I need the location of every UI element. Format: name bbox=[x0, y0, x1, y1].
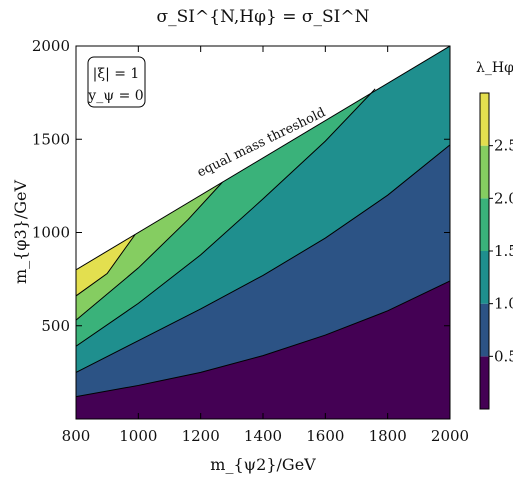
colorbar-segment bbox=[480, 251, 489, 304]
colorbar-segment bbox=[480, 356, 489, 409]
y-tick-label: 500 bbox=[41, 317, 70, 335]
y-axis-label: m_{φ3}/GeV bbox=[11, 180, 30, 285]
colorbar-tick-label: 1.5 bbox=[494, 242, 513, 260]
colorbar-segment bbox=[480, 93, 489, 146]
colorbar-segment bbox=[480, 303, 489, 357]
x-tick-label: 1000 bbox=[119, 427, 157, 445]
colorbar-label: λ_Hφ bbox=[476, 60, 513, 76]
x-tick-label: 1800 bbox=[369, 427, 407, 445]
colorbar-tick-label: 2.0 bbox=[494, 189, 513, 207]
contour-regions bbox=[76, 46, 450, 419]
x-axis-label: m_{ψ2}/GeV bbox=[210, 455, 316, 474]
ticks: 800 1000 1200 1400 1600 1800 2000 500 1000 1500 20… bbox=[32, 37, 469, 445]
colorbar: 0.5 1.0 1.5 2.0 2.5 bbox=[479, 92, 513, 410]
x-tick-label: 2000 bbox=[431, 427, 469, 445]
x-tick-label: 1600 bbox=[306, 427, 344, 445]
contour-line-1 bbox=[76, 144, 450, 373]
contour-line-0 bbox=[76, 280, 450, 398]
param-xi: |ξ| = 1 bbox=[93, 66, 140, 82]
y-tick-label: 1000 bbox=[32, 224, 70, 242]
param-ypsi: y_ψ = 0 bbox=[87, 88, 143, 104]
colorbar-tick-label: 0.5 bbox=[494, 347, 513, 365]
y-tick-label: 2000 bbox=[32, 37, 70, 55]
threshold-line bbox=[76, 46, 450, 271]
contour-line-4 bbox=[76, 234, 136, 297]
x-tick-label: 1200 bbox=[182, 427, 220, 445]
colorbar-tick-label: 2.5 bbox=[494, 137, 513, 155]
x-tick-label: 1400 bbox=[244, 427, 282, 445]
colorbar-tick-label: 1.0 bbox=[494, 295, 513, 313]
y-tick-label: 1500 bbox=[32, 130, 70, 148]
contour-lines bbox=[76, 46, 450, 398]
colorbar-segment bbox=[480, 198, 489, 251]
chart-title: σ_SI^{N,Hφ} = σ_SI^N bbox=[157, 7, 370, 27]
colorbar-segment bbox=[480, 145, 489, 199]
x-tick-label: 800 bbox=[62, 427, 91, 445]
contour-line-3 bbox=[76, 181, 223, 321]
contour-line-2 bbox=[76, 88, 376, 347]
parameter-box: |ξ| = 1 y_ψ = 0 bbox=[87, 56, 146, 108]
region-level-0 bbox=[76, 280, 450, 419]
